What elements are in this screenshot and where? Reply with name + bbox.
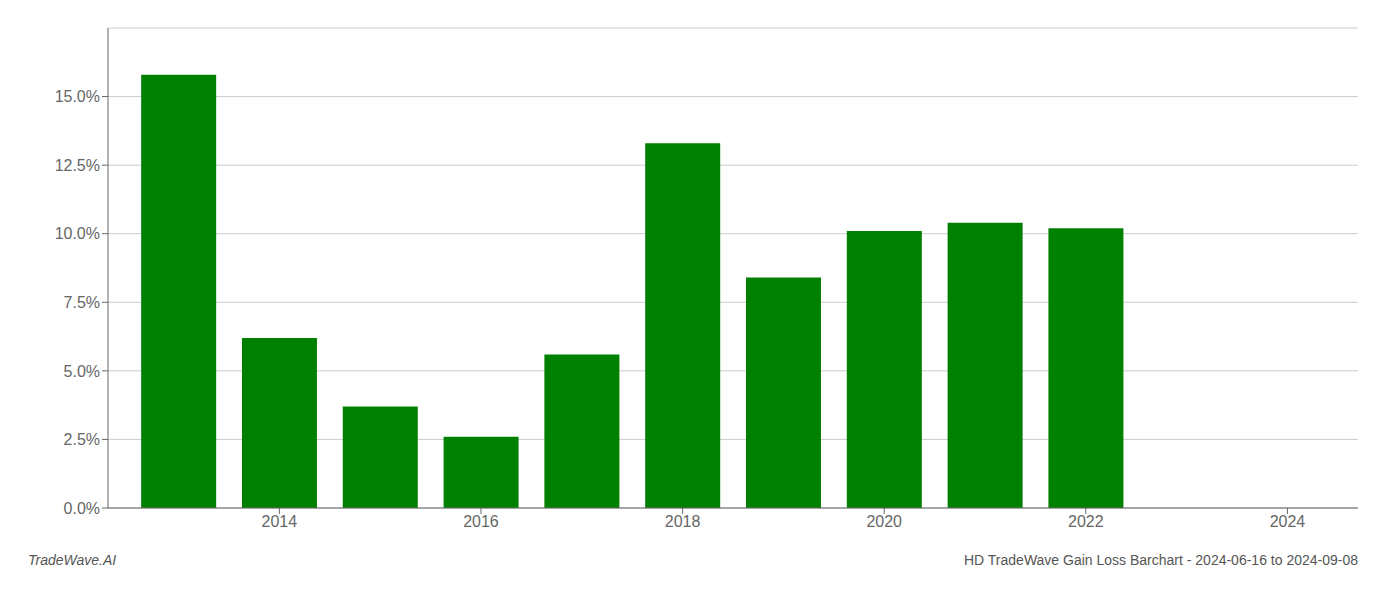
svg-text:2016: 2016 xyxy=(463,513,499,530)
svg-text:7.5%: 7.5% xyxy=(64,294,100,311)
html-text:HD TradeWave Gain Loss Barchar: HD TradeWave Gain Loss Barchart - 2024-0… xyxy=(964,552,1358,568)
svg-text:10.0%: 10.0% xyxy=(55,225,100,242)
svg-text:2024: 2024 xyxy=(1270,513,1306,530)
svg-text:12.5%: 12.5% xyxy=(55,157,100,174)
svg-text:2022: 2022 xyxy=(1068,513,1104,530)
html-text:TradeWave.AI: TradeWave.AI xyxy=(28,552,117,568)
svg-text:2.5%: 2.5% xyxy=(64,431,100,448)
svg-text:2014: 2014 xyxy=(262,513,298,530)
svg-text:2020: 2020 xyxy=(866,513,902,530)
svg-text:15.0%: 15.0% xyxy=(55,88,100,105)
svg-text:0.0%: 0.0% xyxy=(64,500,100,517)
svg-text:2018: 2018 xyxy=(665,513,701,530)
svg-text:5.0%: 5.0% xyxy=(64,363,100,380)
